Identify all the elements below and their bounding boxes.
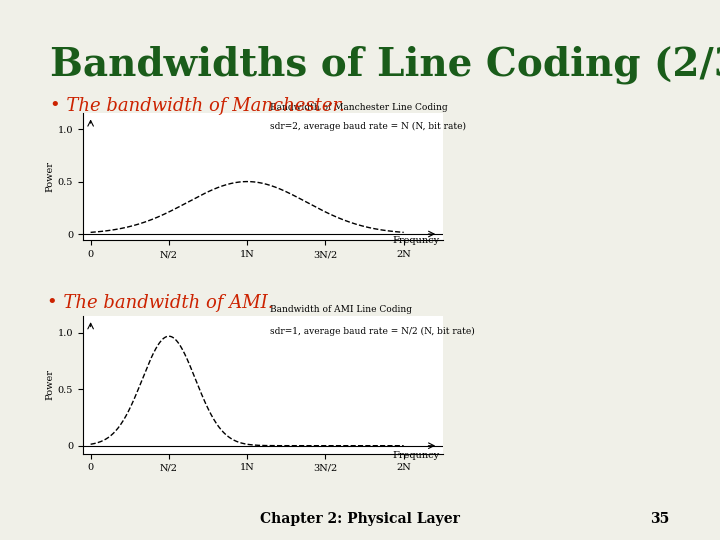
Text: Bandwidth of Manchester Line Coding: Bandwidth of Manchester Line Coding bbox=[270, 103, 448, 112]
Text: sdr=1, average baud rate = N/2 (N, bit rate): sdr=1, average baud rate = N/2 (N, bit r… bbox=[270, 327, 474, 336]
Text: Bandwidths of Line Coding (2/3): Bandwidths of Line Coding (2/3) bbox=[50, 46, 720, 84]
Text: sdr=2, average baud rate = N (N, bit rate): sdr=2, average baud rate = N (N, bit rat… bbox=[270, 122, 466, 131]
Y-axis label: Power: Power bbox=[46, 369, 55, 400]
Text: Frequncy: Frequncy bbox=[392, 451, 440, 460]
Text: Frequncy: Frequncy bbox=[392, 237, 440, 246]
Text: Chapter 2: Physical Layer: Chapter 2: Physical Layer bbox=[260, 512, 460, 526]
Text: • The bandwidth of Manchester.: • The bandwidth of Manchester. bbox=[50, 97, 346, 115]
Text: 35: 35 bbox=[650, 512, 670, 526]
Text: Bandwidth of AMI Line Coding: Bandwidth of AMI Line Coding bbox=[270, 305, 412, 314]
Y-axis label: Power: Power bbox=[46, 161, 55, 192]
Text: • The bandwidth of AMI.: • The bandwidth of AMI. bbox=[47, 294, 274, 312]
